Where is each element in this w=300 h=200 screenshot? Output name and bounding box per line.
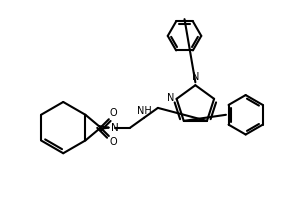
Text: N: N <box>192 72 199 82</box>
Text: N: N <box>167 93 175 103</box>
Text: O: O <box>110 108 117 118</box>
Text: NH: NH <box>137 106 152 116</box>
Text: N: N <box>111 123 118 133</box>
Text: O: O <box>110 137 117 147</box>
